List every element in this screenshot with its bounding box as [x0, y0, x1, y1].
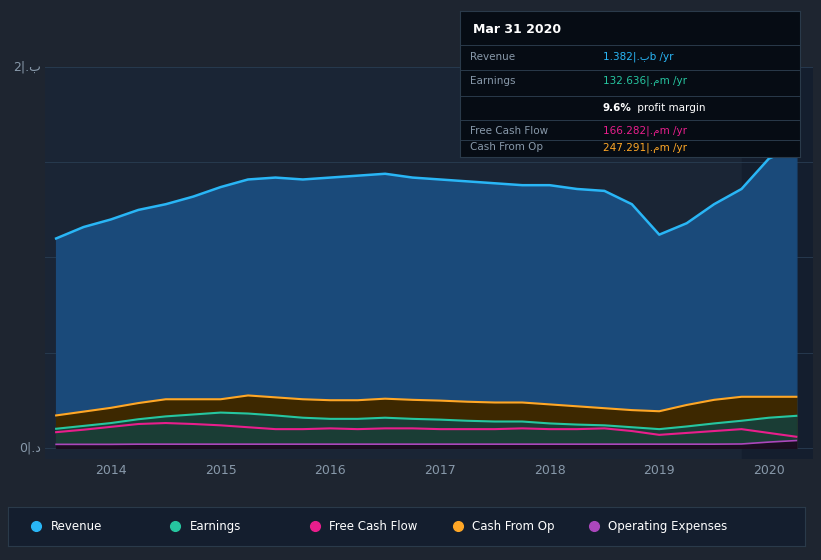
Text: 2|.ب: 2|.ب [13, 60, 41, 74]
Text: Cash From Op: Cash From Op [473, 520, 555, 533]
Text: Earnings: Earnings [470, 76, 516, 86]
Text: Earnings: Earnings [190, 520, 241, 533]
Text: 0|.د: 0|.د [20, 441, 41, 454]
Text: 247.291|.مm /yr: 247.291|.مm /yr [603, 142, 687, 152]
Text: Free Cash Flow: Free Cash Flow [329, 520, 418, 533]
Text: Mar 31 2020: Mar 31 2020 [474, 23, 562, 36]
Text: Operating Expenses: Operating Expenses [470, 161, 576, 171]
Text: 66.955|.مm /yr: 66.955|.مm /yr [603, 160, 681, 171]
Text: Operating Expenses: Operating Expenses [608, 520, 727, 533]
Text: Cash From Op: Cash From Op [470, 142, 543, 152]
Text: 166.282|.مm /yr: 166.282|.مm /yr [603, 125, 687, 136]
Bar [741, 67, 821, 459]
Text: Free Cash Flow: Free Cash Flow [470, 125, 548, 136]
Text: 132.636|.مm /yr: 132.636|.مm /yr [603, 76, 687, 86]
Text: 9.6%: 9.6% [603, 103, 631, 113]
Text: profit margin: profit margin [634, 103, 705, 113]
Text: Revenue: Revenue [470, 52, 515, 62]
Text: 1.382|.بb /yr: 1.382|.بb /yr [603, 52, 673, 62]
Text: Revenue: Revenue [50, 520, 102, 533]
